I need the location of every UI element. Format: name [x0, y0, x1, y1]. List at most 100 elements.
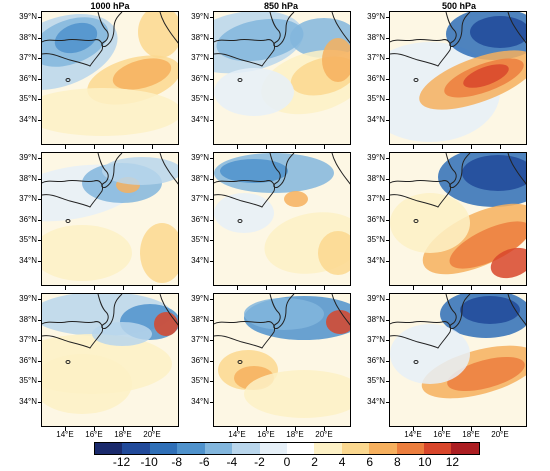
sicily-coastline [390, 38, 451, 67]
lat-tick [386, 58, 390, 59]
malta-island [237, 78, 243, 82]
lon-tick-label: 20°E [491, 430, 509, 439]
lat-tick-label: 36°N [191, 73, 209, 83]
lat-tick [38, 299, 42, 300]
lon-tick [295, 286, 296, 290]
lat-tick [386, 299, 390, 300]
lat-tick-label: 35°N [191, 235, 209, 244]
lat-tick [210, 299, 214, 300]
lat-tick-label: 38°N [367, 32, 385, 42]
greece-coastline [159, 12, 178, 44]
greece-coastline [331, 153, 350, 185]
lat-tick-label: 37°N [367, 335, 385, 344]
colorbar-tick-label: 8 [393, 455, 401, 469]
lat-tick [38, 119, 42, 121]
calabria-coastline [97, 153, 123, 188]
lat-tick-label: 39°N [191, 294, 209, 303]
anomaly-field [390, 12, 526, 144]
lon-tick [324, 286, 325, 290]
lat-tick-label: 37°N [191, 194, 209, 203]
lat-tick-label: 37°N [19, 194, 37, 203]
malta-island [237, 219, 243, 223]
lat-tick-label: 38°N [19, 173, 37, 183]
malta-island [237, 360, 243, 364]
colorbar-segment [396, 443, 425, 454]
colorbar-segment [232, 443, 260, 454]
lat-tick [38, 260, 42, 262]
map-panel-2-3 [389, 152, 527, 286]
lon-tick [266, 427, 267, 431]
lon-tick [152, 145, 153, 149]
lat-tick-label: 35°N [19, 94, 37, 103]
lat-tick [38, 381, 42, 382]
lat-tick-label: 38°N [191, 173, 209, 183]
lat-tick-label: 37°N [367, 53, 385, 62]
colorbar-tick-label: -12 [112, 455, 131, 469]
lon-tick-label: 14°E [404, 430, 422, 439]
anomaly-field [214, 294, 350, 426]
lat-tick [210, 381, 214, 382]
lat-tick-label: 36°N [191, 355, 209, 365]
lat-tick [38, 158, 42, 159]
colorbar-tick-label: -8 [171, 455, 183, 469]
map-panel-1-1 [41, 11, 179, 145]
lat-tick-label: 34°N [19, 255, 37, 265]
lat-tick [386, 401, 390, 403]
lat-tick [210, 260, 214, 262]
lon-tick-label: 20°E [315, 430, 333, 439]
lat-tick [210, 58, 214, 59]
lat-tick [386, 17, 390, 18]
calabria-coastline [445, 294, 471, 329]
lat-tick [210, 37, 214, 39]
lon-tick [123, 145, 124, 149]
lat-tick-label: 36°N [191, 214, 209, 224]
lat-tick [386, 381, 390, 382]
lon-tick [65, 427, 66, 431]
lon-tick [500, 145, 501, 149]
sicily-coastline [390, 320, 451, 349]
lat-tick-label: 35°N [367, 94, 385, 103]
lat-tick [386, 119, 390, 121]
greece-coastline [507, 153, 526, 185]
lon-tick [413, 427, 414, 431]
map-panel-1-3 [389, 11, 527, 145]
lat-tick [38, 78, 42, 80]
sicily-coastline [214, 179, 275, 208]
lon-tick [123, 427, 124, 431]
lat-tick [210, 119, 214, 121]
lat-tick [210, 319, 214, 321]
col-title-1000hpa: 1000 hPa [90, 1, 130, 11]
anomaly-field [42, 12, 178, 144]
calabria-coastline [97, 12, 123, 47]
colorbar-segment [286, 443, 315, 454]
greece-coastline [507, 12, 526, 44]
lat-tick [38, 178, 42, 180]
sicily-coastline [42, 38, 103, 67]
map-panel-2-2 [213, 152, 351, 286]
calabria-coastline [97, 294, 123, 329]
colorbar-segment [451, 443, 479, 454]
lon-tick [94, 145, 95, 149]
lat-tick [38, 319, 42, 321]
lat-tick-label: 38°N [367, 314, 385, 324]
colorbar-tick-label: 2 [311, 455, 318, 469]
lat-tick [38, 219, 42, 221]
lat-tick-label: 37°N [191, 53, 209, 62]
lat-tick [38, 58, 42, 59]
lon-tick [152, 427, 153, 431]
lat-tick-label: 34°N [19, 114, 37, 124]
lat-tick-label: 36°N [367, 73, 385, 83]
colorbar-segment [122, 443, 150, 454]
lat-tick-label: 38°N [19, 32, 37, 42]
lat-tick-label: 39°N [191, 153, 209, 162]
colorbar-segment [149, 443, 178, 454]
col-title-850hpa: 850 hPa [263, 1, 299, 11]
lat-tick-label: 38°N [19, 314, 37, 324]
lat-tick [386, 260, 390, 262]
lon-tick [237, 286, 238, 290]
lat-tick [210, 219, 214, 221]
malta-island [65, 360, 71, 364]
sicily-coastline [42, 320, 103, 349]
lat-tick [210, 401, 214, 403]
lat-tick [386, 199, 390, 200]
